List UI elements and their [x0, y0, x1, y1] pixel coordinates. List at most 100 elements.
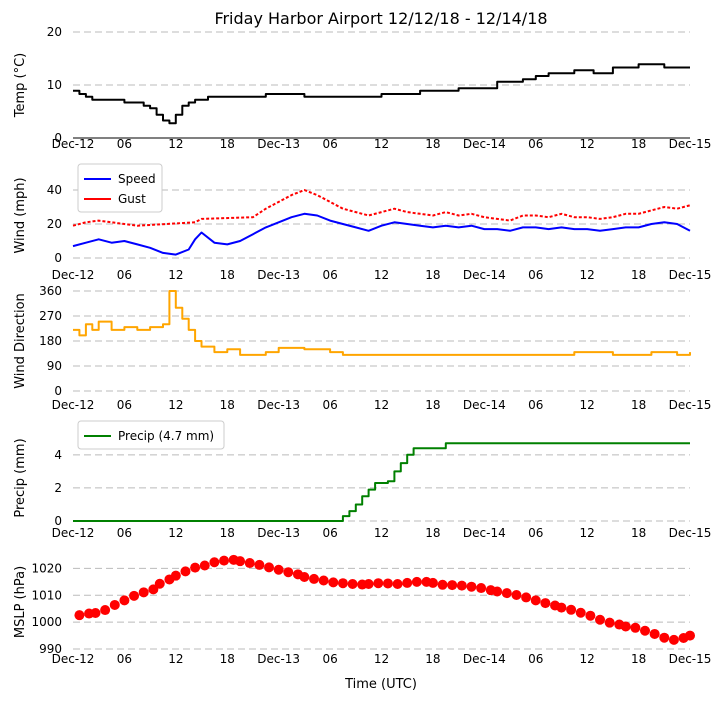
y-tick-label: 1000: [31, 615, 62, 629]
x-tick-label: 12: [374, 398, 389, 412]
data-point: [337, 578, 348, 589]
x-tick-label: 12: [374, 268, 389, 282]
y-tick-label: 990: [39, 642, 62, 656]
data-point: [566, 604, 577, 615]
legend: Precip (4.7 mm): [77, 420, 225, 450]
y-tick-label: 1010: [31, 588, 62, 602]
data-point: [530, 595, 541, 606]
x-tick-label: Dec-14: [463, 268, 506, 282]
y-tick-label: 0: [54, 251, 62, 265]
x-tick-label: 18: [425, 137, 440, 151]
x-tick-label: 06: [528, 652, 543, 666]
legend-label: Precip (4.7 mm): [118, 429, 214, 443]
data-point: [318, 575, 329, 586]
data-point: [328, 577, 339, 588]
data-point: [392, 579, 403, 590]
series-line-speed: [72, 212, 691, 256]
y-tick-label: 4: [54, 448, 62, 462]
data-point: [437, 579, 448, 590]
x-tick-label: 06: [117, 268, 132, 282]
x-tick-label: Dec-13: [257, 398, 300, 412]
y-tick-label: 10: [47, 78, 62, 92]
legend-label: Gust: [118, 192, 146, 206]
data-point: [501, 588, 512, 599]
x-tick-label: 12: [168, 652, 183, 666]
x-tick-label: 18: [631, 526, 646, 540]
x-tick-label: 06: [322, 137, 337, 151]
x-tick-label: 06: [528, 137, 543, 151]
data-point: [299, 572, 310, 583]
x-tick-label: 06: [528, 398, 543, 412]
y-axis-label: MSLP (hPa): [13, 566, 28, 638]
data-point: [90, 608, 101, 619]
x-tick-label: 06: [322, 268, 337, 282]
data-point: [283, 567, 294, 578]
x-tick-label: Dec-13: [257, 652, 300, 666]
x-tick-label: 12: [374, 652, 389, 666]
y-tick-label: 360: [39, 284, 62, 298]
x-tick-label: 12: [374, 526, 389, 540]
x-tick-label: Dec-15: [669, 137, 712, 151]
data-point: [235, 556, 246, 567]
y-tick-label: 20: [47, 25, 62, 39]
data-point: [640, 625, 651, 636]
x-tick-label: 18: [425, 268, 440, 282]
data-point: [604, 617, 615, 628]
x-tick-label: 18: [631, 137, 646, 151]
data-point: [620, 621, 631, 632]
data-point: [456, 580, 467, 591]
x-tick-label: 18: [220, 398, 235, 412]
chart-title: Friday Harbor Airport 12/12/18 - 12/14/1…: [214, 9, 547, 28]
data-point: [630, 622, 641, 633]
x-tick-label: Dec-12: [52, 137, 95, 151]
data-point: [685, 630, 695, 641]
data-point: [575, 607, 586, 618]
data-point: [74, 610, 85, 621]
x-tick-label: Dec-12: [52, 398, 95, 412]
x-tick-label: 12: [580, 652, 595, 666]
data-point: [190, 562, 201, 573]
legend-label: Speed: [118, 172, 156, 186]
data-point: [492, 586, 503, 597]
data-point: [138, 587, 149, 598]
x-tick-label: 18: [425, 526, 440, 540]
series-line-precip-4-7-mm-: [73, 442, 690, 522]
x-tick-label: 18: [631, 398, 646, 412]
x-tick-label: 06: [117, 652, 132, 666]
data-point: [476, 583, 487, 594]
x-tick-label: 18: [631, 268, 646, 282]
y-tick-label: 90: [47, 359, 62, 373]
panel-temperature: 0 10 20 Temp (°C) Dec-12 06 12 18 Dec-13 06 12 18 De…: [13, 25, 711, 151]
y-tick-label: 2: [54, 481, 62, 495]
series-line-temp: [73, 63, 690, 125]
panel-precipitation: 0 2 4 Precip (mm) Dec-12 06 12 18 Dec-13 06 12 18 De…: [13, 420, 711, 540]
x-tick-label: Dec-12: [52, 268, 95, 282]
data-point: [309, 573, 320, 584]
x-tick-label: 06: [322, 398, 337, 412]
data-point: [649, 628, 660, 639]
data-point: [154, 578, 165, 589]
x-tick-label: Dec-12: [52, 652, 95, 666]
series-line-direction: [73, 290, 691, 356]
x-tick-label: 06: [322, 652, 337, 666]
x-tick-label: 18: [425, 398, 440, 412]
panel-wind: 0 20 40 Wind (mph) Dec-12 06 12 18 Dec-13 06 12 18 D…: [13, 163, 712, 282]
y-axis-label: Temp (°C): [13, 53, 28, 119]
data-point: [521, 592, 532, 603]
x-tick-label: 18: [220, 137, 235, 151]
data-point: [219, 555, 230, 566]
x-tick-label: 12: [580, 526, 595, 540]
data-point: [347, 579, 358, 590]
x-tick-label: 06: [528, 526, 543, 540]
legend: Speed Gust: [77, 163, 163, 213]
data-point: [244, 558, 255, 569]
x-tick-label: Dec-14: [463, 652, 506, 666]
data-point: [427, 577, 438, 588]
data-point: [129, 590, 140, 601]
x-tick-label: 12: [580, 268, 595, 282]
x-tick-label: 18: [425, 652, 440, 666]
x-tick-label: Dec-15: [669, 268, 712, 282]
data-point: [100, 605, 111, 616]
data-point: [511, 590, 522, 601]
